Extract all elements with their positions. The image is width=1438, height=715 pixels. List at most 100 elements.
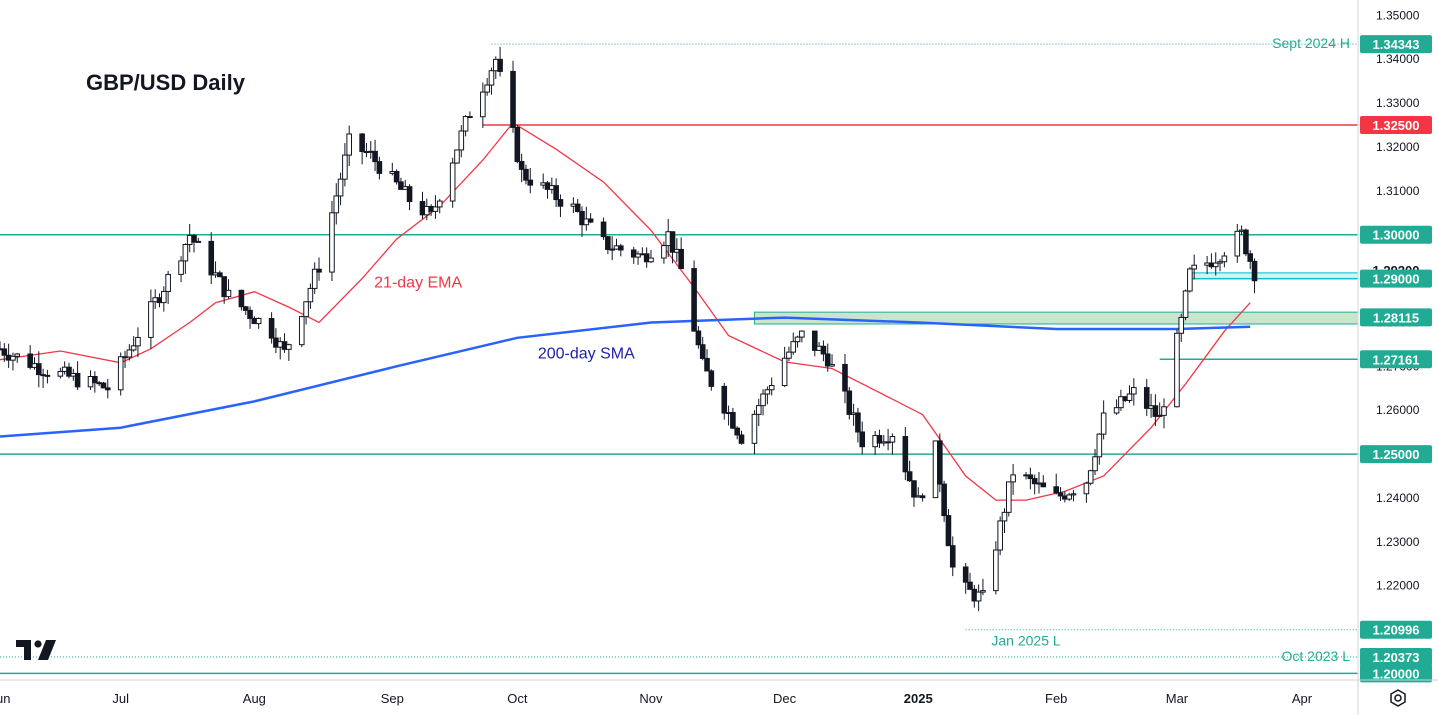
candle-body bbox=[1247, 253, 1254, 262]
level-labels: Sept 2024 H Jan 2025 L Oct 2023 L 21-day EM… bbox=[374, 35, 1350, 664]
candle-body bbox=[346, 133, 352, 156]
time-tick-label: Nov bbox=[639, 691, 663, 706]
candle-body bbox=[859, 431, 866, 448]
price-badge-label: 1.29000 bbox=[1373, 272, 1420, 287]
candle-body bbox=[695, 330, 702, 346]
candle-body bbox=[484, 84, 490, 93]
price-badge-label: 1.32500 bbox=[1373, 118, 1420, 133]
candle-body bbox=[135, 336, 141, 347]
candle-body bbox=[997, 520, 1003, 551]
resistance-zone bbox=[1189, 272, 1359, 280]
candle-body bbox=[812, 330, 818, 351]
time-axis[interactable]: Jun Jul Aug Sep Oct Nov Dec 2025 Feb Mar Apr bbox=[0, 679, 1438, 706]
candle-body bbox=[876, 435, 883, 444]
price-tick-label: 1.24000 bbox=[1376, 491, 1420, 505]
candle-body bbox=[1, 348, 8, 356]
price-badge bbox=[1360, 664, 1432, 683]
time-tick-label: 2025 bbox=[904, 691, 933, 706]
candle-body bbox=[10, 355, 16, 361]
candle-body bbox=[704, 357, 710, 372]
candle-body bbox=[393, 171, 400, 183]
candle-body bbox=[993, 549, 999, 592]
time-tick-label: Jun bbox=[0, 691, 10, 706]
price-badge-label: 1.25000 bbox=[1373, 447, 1420, 462]
candle-body bbox=[1092, 456, 1098, 472]
candle-body bbox=[342, 154, 348, 180]
candle-body bbox=[1040, 482, 1047, 488]
chart-settings-icon[interactable] bbox=[1388, 688, 1408, 708]
candle-body bbox=[1131, 387, 1137, 395]
time-tick-label: Jul bbox=[112, 691, 129, 706]
tradingview-logo-icon[interactable] bbox=[16, 640, 58, 667]
price-badge-label: 1.34343 bbox=[1373, 37, 1420, 52]
candle-body bbox=[794, 336, 801, 343]
candle-body bbox=[799, 330, 805, 338]
candle-body bbox=[1143, 387, 1150, 409]
candle-body bbox=[587, 218, 594, 223]
candle-body bbox=[1113, 407, 1120, 414]
candle-body bbox=[117, 356, 124, 391]
candle-body bbox=[1031, 478, 1038, 485]
price-badge bbox=[1360, 308, 1432, 327]
price-tick-label: 1.35000 bbox=[1376, 8, 1420, 22]
candle-body bbox=[130, 345, 137, 351]
candle-body bbox=[751, 413, 758, 444]
candle-body bbox=[221, 276, 227, 298]
price-badge bbox=[1360, 620, 1432, 639]
candle-body bbox=[514, 126, 521, 163]
candle-body bbox=[919, 495, 926, 499]
candle-body bbox=[238, 289, 245, 308]
price-badge bbox=[1360, 35, 1432, 54]
price-tick-label: 1.31000 bbox=[1376, 184, 1420, 198]
candle-body bbox=[605, 236, 611, 250]
candle-body bbox=[699, 344, 706, 359]
candle-body bbox=[755, 405, 762, 415]
candle-body bbox=[329, 212, 335, 273]
price-badge-label: 1.20996 bbox=[1373, 623, 1420, 638]
candlesticks bbox=[0, 46, 1258, 612]
price-badge-label: 1.20000 bbox=[1373, 666, 1420, 681]
candle-body bbox=[1187, 268, 1193, 292]
candle-body bbox=[316, 268, 322, 273]
candle-body bbox=[92, 376, 98, 384]
candle-body bbox=[480, 91, 486, 118]
candle-body bbox=[786, 351, 792, 359]
candle-body bbox=[1010, 474, 1016, 483]
candle-body bbox=[962, 566, 969, 583]
candle-body bbox=[436, 200, 443, 208]
candle-body bbox=[57, 370, 64, 377]
candle-body bbox=[217, 272, 223, 278]
candle-body bbox=[208, 240, 215, 276]
candle-body bbox=[449, 162, 456, 202]
price-axis[interactable]: 1.35000 1.34000 1.33000 1.32000 1.31000 1.300… bbox=[1357, 0, 1432, 715]
candle-body bbox=[286, 344, 292, 350]
candle-body bbox=[760, 393, 766, 407]
candle-body bbox=[768, 385, 775, 391]
ma-line bbox=[0, 316, 1251, 438]
candle-body bbox=[182, 244, 189, 262]
candle-body bbox=[458, 130, 465, 151]
candle-body bbox=[1178, 316, 1185, 334]
price-tick-label: 1.33000 bbox=[1376, 96, 1420, 110]
time-tick-label: Mar bbox=[1166, 691, 1189, 706]
candle-body bbox=[1191, 264, 1197, 270]
candle-body bbox=[497, 58, 503, 72]
candle-body bbox=[337, 178, 344, 197]
level-label: Jan 2025 L bbox=[991, 633, 1060, 649]
candle-body bbox=[432, 206, 439, 212]
candle-body bbox=[691, 268, 697, 332]
candle-body bbox=[14, 353, 21, 357]
candle-body bbox=[557, 199, 564, 207]
candle-body bbox=[242, 306, 249, 311]
candle-body bbox=[148, 301, 154, 338]
candle-body bbox=[518, 161, 525, 170]
candle-body bbox=[553, 185, 559, 201]
candle-body bbox=[661, 245, 667, 259]
candle-body bbox=[1174, 332, 1180, 408]
series-annotation: 200-day SMA bbox=[538, 345, 635, 362]
candle-body bbox=[1070, 493, 1077, 496]
candle-body bbox=[372, 150, 378, 163]
candle-body bbox=[781, 357, 788, 387]
candle-body bbox=[303, 301, 309, 318]
